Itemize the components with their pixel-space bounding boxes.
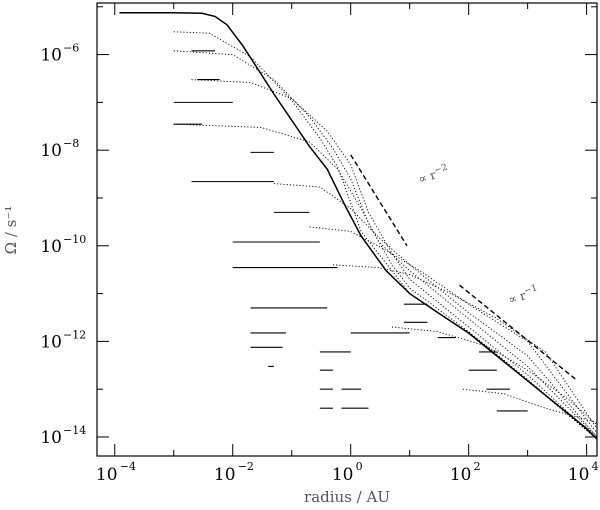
reference-line-1 — [459, 284, 578, 382]
x-tick-label-exponent: −4 — [120, 460, 136, 473]
plot-frame — [96, 2, 598, 457]
x-tick-label: 10 — [96, 465, 118, 485]
y-axis-title: Ω / s⁻¹ — [2, 206, 20, 255]
series-line-dotted-8 — [391, 326, 598, 426]
series-line-solid — [119, 12, 598, 440]
ticks-layer — [97, 3, 597, 456]
series-line-dotted-4 — [173, 123, 598, 438]
series-line-dotted-5 — [273, 183, 598, 438]
x-tick-label-exponent: −2 — [238, 460, 254, 473]
y-tick-label-exponent: −8 — [63, 137, 79, 150]
series-line-dotted-7 — [332, 264, 598, 429]
dash-layer — [173, 50, 528, 412]
series-line-dotted-1 — [173, 31, 598, 440]
x-axis-title: radius / AU — [304, 488, 390, 506]
x-tick-label-exponent: 0 — [356, 460, 363, 473]
y-tick-label-exponent: −12 — [63, 328, 86, 341]
reference-label-exponent-1: −1 — [523, 283, 539, 297]
y-tick-label-exponent: −14 — [63, 424, 86, 437]
series-line-dotted-9 — [462, 388, 598, 424]
reference-label-1: ∝ r−1 — [506, 283, 540, 307]
y-tick-label-exponent: −6 — [63, 42, 79, 55]
x-tick-label-exponent: 2 — [474, 460, 481, 473]
series-line-dotted-6 — [309, 226, 598, 434]
y-tick-label: 10 — [40, 46, 62, 66]
x-tick-label-exponent: 4 — [592, 460, 599, 473]
y-tick-label: 10 — [40, 237, 62, 257]
x-tick-label: 10 — [568, 465, 590, 485]
y-tick-label: 10 — [40, 428, 62, 448]
series-line-dotted-3 — [191, 79, 598, 440]
x-tick-label: 10 — [450, 465, 472, 485]
x-tick-label: 10 — [332, 465, 354, 485]
y-tick-label-exponent: −10 — [63, 233, 86, 246]
reference-label-0: ∝ r−2 — [416, 163, 450, 187]
y-tick-label: 10 — [40, 141, 62, 161]
x-tick-label: 10 — [214, 465, 236, 485]
series-layer — [119, 12, 598, 440]
reference-label-exponent-0: −2 — [433, 163, 449, 177]
y-tick-label: 10 — [40, 332, 62, 352]
reference-line-0 — [350, 154, 408, 247]
series-line-dotted-2 — [173, 50, 598, 440]
